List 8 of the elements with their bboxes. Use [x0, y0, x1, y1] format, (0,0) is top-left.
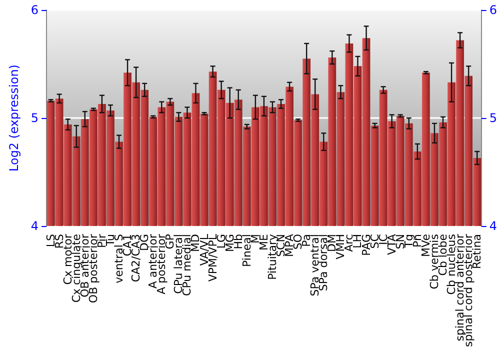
y2-tick-label: 4: [489, 219, 498, 234]
x-tick-label: Retina: [470, 234, 484, 270]
y2-tick-label: 6: [489, 3, 498, 17]
y-tick-label: 5: [30, 111, 39, 126]
y2-tick-label: 5: [489, 111, 498, 126]
y-tick-label: 4: [30, 219, 39, 234]
y-axis-title: Log2 (expression): [7, 64, 21, 172]
y-tick-label: 6: [30, 3, 39, 17]
